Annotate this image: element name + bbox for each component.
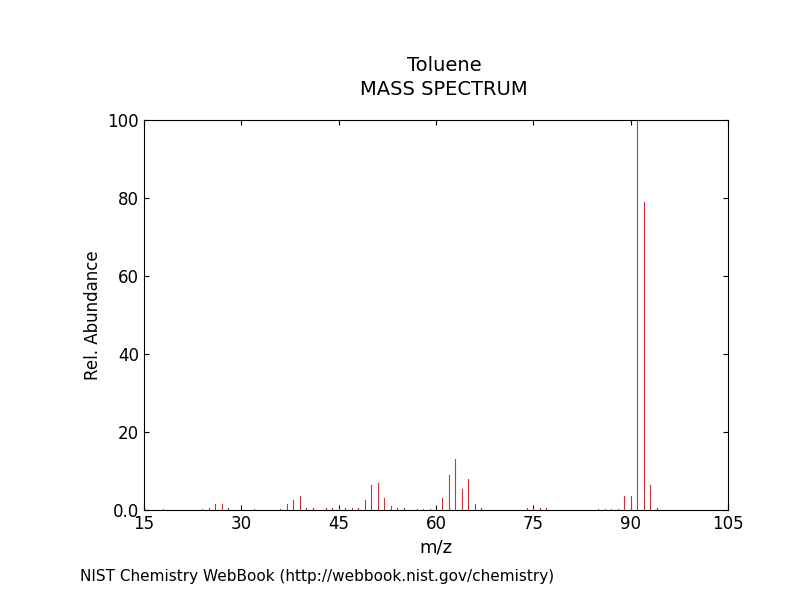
Text: NIST Chemistry WebBook (http://webbook.nist.gov/chemistry): NIST Chemistry WebBook (http://webbook.n… [80, 569, 554, 583]
Y-axis label: Rel. Abundance: Rel. Abundance [84, 250, 102, 380]
X-axis label: m/z: m/z [419, 538, 453, 556]
Text: Toluene: Toluene [406, 56, 482, 75]
Text: MASS SPECTRUM: MASS SPECTRUM [360, 80, 528, 99]
